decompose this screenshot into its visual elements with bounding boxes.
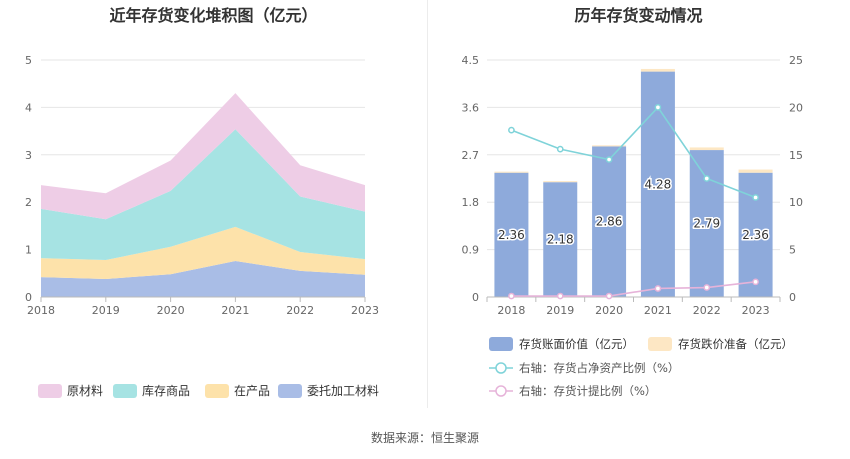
y-right-tick-label: 25 — [789, 54, 803, 67]
y-tick-label: 1 — [25, 244, 32, 257]
line-series — [511, 106, 756, 199]
legend-swatch — [648, 337, 672, 351]
bar-data-label: 2.36 — [498, 228, 525, 242]
line-point — [605, 292, 613, 300]
legend-swatch — [205, 384, 229, 398]
bar-impairment-provision — [543, 181, 578, 183]
y-left-tick-label: 2.7 — [462, 149, 480, 162]
line-series — [511, 281, 756, 297]
panel-divider — [427, 0, 428, 408]
left-chart-title: 近年存货变化堆积图（亿元） — [109, 6, 318, 25]
line-point — [508, 292, 515, 300]
line-point — [752, 194, 759, 201]
y-left-tick-label: 0.9 — [462, 244, 480, 257]
legend-label: 原材料 — [67, 384, 103, 398]
bar-impairment-provision — [494, 171, 529, 173]
legend-marker — [495, 385, 507, 397]
y-right-tick-label: 0 — [789, 291, 796, 304]
stacked-area-chart: 0 1 2 3 4 5 2018 2019 2020 2021 2022 2023 原材料 库存商品 在产品… — [25, 54, 379, 398]
x-tick-label: 2018 — [497, 304, 525, 317]
bar-data-label: 2.86 — [596, 215, 623, 229]
area-series — [41, 93, 365, 220]
x-tick-label: 2023 — [351, 304, 379, 317]
legend-marker — [495, 362, 507, 374]
bar-impairment-provision — [640, 68, 675, 72]
area-series — [41, 226, 365, 279]
line-point — [703, 175, 711, 182]
legend-label: 委托加工材料 — [307, 384, 379, 398]
y-left-tick-label: 0 — [472, 291, 479, 304]
line-point — [556, 292, 564, 300]
y-right-tick-label: 5 — [789, 244, 796, 257]
bar-impairment-provision — [689, 147, 724, 151]
bar-inventory-value — [592, 146, 627, 297]
legend-label: 存货账面价值（亿元） — [519, 337, 634, 351]
y-tick-label: 0 — [25, 291, 32, 304]
x-tick-label: 2019 — [546, 304, 574, 317]
line-point — [508, 126, 515, 134]
legend-swatch — [489, 337, 513, 351]
bar-inventory-value — [543, 182, 578, 297]
legend-label: 库存商品 — [142, 383, 190, 398]
legend-label: 右轴：存货计提比例（%） — [519, 384, 656, 398]
x-tick-label: 2022 — [286, 304, 314, 317]
x-tick-label: 2020 — [595, 304, 623, 317]
line-point — [556, 145, 564, 153]
y-right-tick-label: 15 — [789, 149, 803, 162]
legend-label: 在产品 — [234, 384, 270, 398]
y-left-tick-label: 4.5 — [462, 54, 480, 67]
right-chart-title: 历年存货变动情况 — [574, 6, 703, 25]
bar-impairment-provision — [592, 145, 627, 147]
bar-data-label: 4.28 — [645, 177, 672, 191]
y-tick-label: 5 — [25, 54, 32, 67]
line-point — [654, 285, 662, 292]
legend-swatch — [278, 384, 302, 398]
legend-label: 存货跌价准备（亿元） — [678, 337, 793, 351]
bar-data-label: 2.18 — [547, 233, 574, 247]
x-tick-label: 2018 — [27, 304, 55, 317]
line-point — [654, 104, 662, 111]
bar-data-label: 2.36 — [742, 228, 769, 242]
area-series — [41, 129, 365, 261]
y-left-tick-label: 1.8 — [462, 196, 480, 209]
legend-label: 右轴：存货占净资产比例（%） — [519, 361, 679, 375]
x-tick-label: 2021 — [644, 304, 672, 317]
line-point — [703, 284, 711, 291]
x-tick-label: 2020 — [157, 304, 185, 317]
y-right-tick-label: 20 — [789, 101, 803, 114]
data-source-note: 数据来源：恒生聚源 — [370, 431, 479, 445]
y-tick-label: 3 — [25, 149, 32, 162]
x-tick-label: 2022 — [693, 304, 721, 317]
y-left-tick-label: 3.6 — [462, 101, 480, 114]
y-tick-label: 2 — [25, 196, 32, 209]
legend-swatch — [113, 384, 137, 398]
bar-data-label: 2.79 — [693, 217, 720, 231]
line-point — [605, 156, 613, 163]
bar-line-chart: 0 0.9 1.8 2.7 3.6 4.5 0 5 10 15 20 25 2.36 2.18 2.86 4.… — [462, 54, 804, 398]
y-right-tick-label: 10 — [789, 196, 803, 209]
x-tick-label: 2019 — [92, 304, 120, 317]
bar-inventory-value — [689, 150, 724, 297]
legend-swatch — [38, 384, 62, 398]
area-series — [41, 260, 365, 297]
line-point — [752, 278, 759, 286]
x-tick-label: 2021 — [221, 304, 249, 317]
bar-impairment-provision — [738, 169, 773, 173]
bar-inventory-value — [494, 172, 529, 297]
x-tick-label: 2023 — [742, 304, 770, 317]
y-tick-label: 4 — [25, 101, 32, 114]
